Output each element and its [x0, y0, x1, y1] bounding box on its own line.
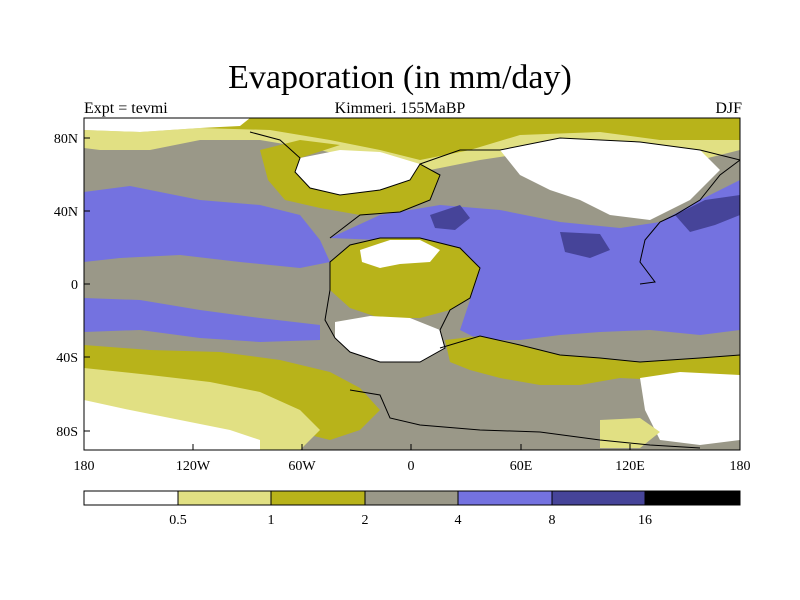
coastline-north-america [249, 131, 441, 239]
axis-ticks [83, 137, 741, 450]
zone-gondwana-south-olive [445, 336, 740, 385]
zone-tropical-pacific-high [84, 186, 330, 268]
zone-northeast-very-high [675, 195, 740, 232]
zone-laurasia-dry [295, 150, 420, 195]
x-tick-label: 120W [176, 459, 211, 474]
zone-gondwana-north-dry [360, 240, 440, 268]
colorbar-label: 2 [362, 513, 369, 528]
zone-antarctica-east-olive [600, 418, 660, 448]
colorbar-label: 1 [268, 513, 275, 528]
colorbar-label: 16 [638, 513, 652, 528]
coastlines [249, 131, 740, 449]
zone-antarctica-dry [84, 400, 260, 450]
colorbar: 0.5 1 2 4 8 16 [83, 490, 741, 528]
y-tick-label: 80S [56, 425, 78, 440]
x-tick-label: 180 [74, 459, 95, 474]
colorbar-box [364, 490, 459, 506]
zone-north-olive [84, 118, 740, 160]
x-tick-label: 120E [615, 459, 645, 474]
x-tick-label: 180 [730, 459, 751, 474]
x-tick-label: 60W [288, 459, 316, 474]
y-tick-label: 40N [54, 205, 78, 220]
colorbar-box [83, 490, 179, 506]
evaporation-field [84, 118, 740, 450]
period-label: Kimmeri. 155MaBP [334, 100, 466, 117]
y-tick-label: 40S [56, 351, 78, 366]
map-title: Evaporation (in mm/day) [228, 59, 572, 96]
zone-south-pacific-high [84, 298, 320, 342]
zone-north-land-dry [84, 118, 250, 132]
coastline-east-asia [639, 159, 740, 285]
zone-tethys-very-high-east [560, 232, 610, 258]
zone-tethys-very-high-west [430, 205, 470, 230]
experiment-label: Expt = tevmi [84, 100, 168, 117]
colorbar-box [457, 490, 553, 506]
zone-gondwana-south-dry [335, 316, 445, 362]
colorbar-box [270, 490, 366, 506]
zone-laurasia-olive [260, 140, 440, 215]
colorbar-label: 8 [549, 513, 556, 528]
season-label: DJF [715, 100, 742, 117]
coastline-antarctica [439, 335, 740, 363]
y-tick-label: 0 [71, 278, 78, 293]
coastline-south-tip [349, 389, 701, 449]
colorbar-label: 4 [455, 513, 462, 528]
colorbar-box [644, 490, 741, 506]
x-tick-label: 0 [408, 459, 415, 474]
colorbar-box [551, 490, 646, 506]
colorbar-label: 0.5 [169, 513, 187, 528]
colorbar-box [177, 490, 272, 506]
zone-asia-dry [500, 138, 720, 220]
coastline-eurasia [419, 137, 740, 165]
y-tick-label: 80N [54, 132, 78, 147]
x-tick-label: 60E [510, 459, 533, 474]
zone-antarctica-east-dry [640, 372, 740, 445]
coastline-gondwana [324, 237, 481, 363]
